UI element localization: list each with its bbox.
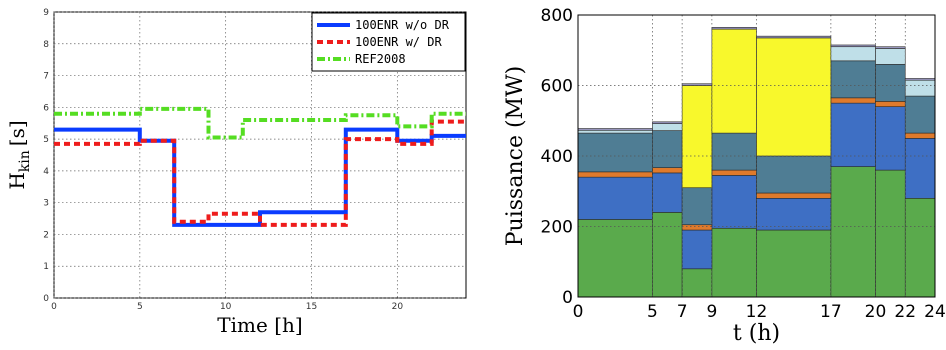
right-area-segment-layer6-interval6 — [875, 46, 906, 49]
right-area-segment-layer5-interval0 — [577, 129, 653, 134]
right-area-segment-layer2-interval5 — [830, 97, 876, 104]
left-y-tick-label: 9 — [43, 8, 49, 18]
right-area-segment-layer2-interval6 — [875, 101, 906, 107]
left-y-axis-label-main: H — [5, 172, 29, 189]
right-y-tick-label: 600 — [541, 77, 573, 97]
right-area-segment-layer0-interval2 — [681, 268, 713, 298]
left-x-axis-label: Time [h] — [217, 313, 302, 337]
left-grid — [53, 11, 466, 299]
right-area-segment-layer5-interval7 — [904, 79, 936, 97]
left-y-axis-label-subscript: kin — [17, 150, 33, 172]
right-area-segment-layer6-interval0 — [577, 128, 653, 131]
right-y-tick-label: 200 — [541, 218, 573, 238]
right-area-segment-layer0-interval5 — [830, 166, 876, 298]
left-y-tick-label: 8 — [43, 40, 49, 50]
right-area-segment-layer2-interval7 — [904, 132, 936, 139]
right-x-tick-label: 0 — [573, 302, 584, 322]
right-y-tick-label: 400 — [541, 147, 573, 167]
right-area-segment-layer0-interval7 — [904, 198, 936, 298]
right-area-segment-layer1-interval1 — [652, 172, 683, 213]
right-x-axis-label: t (h) — [733, 321, 780, 346]
right-area-segment-layer1-interval2 — [681, 229, 713, 270]
left-y-tick-label: 7 — [43, 72, 49, 82]
right-x-tick-label: 12 — [746, 302, 768, 322]
right-area-segment-layer6-interval2 — [681, 83, 713, 86]
right-stacked-areas — [577, 27, 936, 298]
left-x-tick-label: 0 — [51, 302, 57, 312]
left-legend: 100ENR w/o DR 100ENR w/ DR REF2008 — [311, 12, 466, 72]
right-area-segment-layer1-interval0 — [577, 176, 653, 220]
right-chart-power-stack: 0 5 7 9 12 17 20 22 24 0 200 400 600 800 t (h) Puissa… — [503, 6, 946, 346]
right-x-tick-label: 17 — [820, 302, 842, 322]
right-plot-frame — [577, 14, 936, 298]
left-y-tick-label: 3 — [43, 199, 49, 209]
left-x-tick-label: 15 — [306, 302, 317, 312]
left-y-tick-label: 0 — [43, 294, 49, 304]
right-area-segment-layer3-interval2 — [681, 187, 713, 226]
right-area-segment-layer2-interval0 — [577, 171, 653, 178]
left-x-tick-label: 20 — [392, 302, 404, 312]
right-y-tick-label: 800 — [541, 6, 573, 26]
right-x-tick-label: 22 — [894, 302, 916, 322]
left-y-axis-label-unit: [s] — [5, 120, 29, 146]
right-tick-labels: 0 5 7 9 12 17 20 22 24 0 200 400 600 800 — [541, 6, 946, 322]
left-legend-label-0: 100ENR w/o DR — [355, 18, 450, 32]
left-y-tick-label: 6 — [43, 103, 49, 113]
right-area-segment-layer6-interval4 — [756, 35, 832, 39]
left-tick-labels: 0 5 10 15 20 0 1 2 3 4 5 6 7 8 9 — [43, 8, 403, 312]
left-y-tick-label: 2 — [43, 230, 49, 240]
right-area-segment-layer0-interval1 — [652, 212, 683, 298]
right-area-segment-layer0-interval0 — [577, 219, 653, 298]
right-area-segment-layer0-interval6 — [875, 169, 906, 298]
right-area-segment-layer3-interval4 — [756, 155, 832, 194]
right-area-segment-layer4-interval2 — [681, 85, 713, 189]
right-area-segment-layer2-interval3 — [711, 169, 757, 176]
right-area-segment-layer1-interval7 — [904, 138, 936, 199]
right-area-segment-layer3-interval0 — [577, 132, 653, 173]
right-area-segment-layer3-interval6 — [875, 64, 906, 102]
right-area-segment-layer2-interval4 — [756, 192, 832, 199]
right-area-segment-layer2-interval1 — [652, 167, 683, 174]
right-area-segment-layer6-interval3 — [711, 27, 757, 30]
left-x-tick-label: 10 — [220, 302, 232, 312]
right-area-segment-layer0-interval3 — [711, 227, 757, 298]
right-x-tick-label: 20 — [865, 302, 887, 322]
right-area-segment-layer5-interval1 — [652, 123, 683, 131]
right-area-segment-layer3-interval3 — [711, 132, 757, 171]
right-area-segment-layer4-interval4 — [756, 37, 832, 157]
left-series-line-1 — [54, 119, 466, 227]
left-y-axis-label: Hkin [s] — [5, 120, 33, 189]
left-series-lines — [54, 106, 466, 227]
right-area-segment-layer1-interval4 — [756, 198, 832, 231]
left-legend-label-1: 100ENR w/ DR — [355, 35, 442, 49]
right-area-segment-layer1-interval5 — [830, 102, 876, 167]
right-area-segment-layer6-interval5 — [830, 44, 876, 48]
right-area-segment-layer6-interval1 — [652, 121, 683, 124]
right-area-segment-layer3-interval1 — [652, 130, 683, 168]
right-y-axis-label: Puissance (MW) — [503, 66, 528, 247]
left-legend-label-2: REF2008 — [355, 52, 406, 66]
right-area-segment-layer2-interval2 — [681, 224, 713, 231]
right-x-tick-label: 24 — [924, 302, 946, 322]
right-y-tick-label: 0 — [562, 288, 573, 308]
right-area-segment-layer4-interval3 — [711, 28, 757, 134]
right-area-segment-layer3-interval7 — [904, 95, 936, 134]
right-area-segment-layer5-interval5 — [830, 46, 876, 62]
left-x-tick-label: 5 — [137, 302, 143, 312]
left-series-line-2 — [54, 106, 466, 140]
right-x-tick-label: 5 — [647, 302, 658, 322]
right-x-tick-label: 9 — [706, 302, 717, 322]
right-area-segment-layer0-interval4 — [756, 229, 832, 298]
left-y-tick-label: 1 — [43, 262, 49, 272]
right-x-tick-label: 7 — [677, 302, 688, 322]
right-area-segment-layer1-interval6 — [875, 106, 906, 171]
left-y-tick-label: 5 — [43, 135, 49, 145]
right-area-segment-layer6-interval7 — [904, 78, 936, 81]
left-y-tick-label: 4 — [43, 167, 49, 177]
right-area-segment-layer3-interval5 — [830, 60, 876, 99]
right-area-segment-layer1-interval3 — [711, 175, 757, 229]
right-area-segment-layer5-interval6 — [875, 48, 906, 65]
